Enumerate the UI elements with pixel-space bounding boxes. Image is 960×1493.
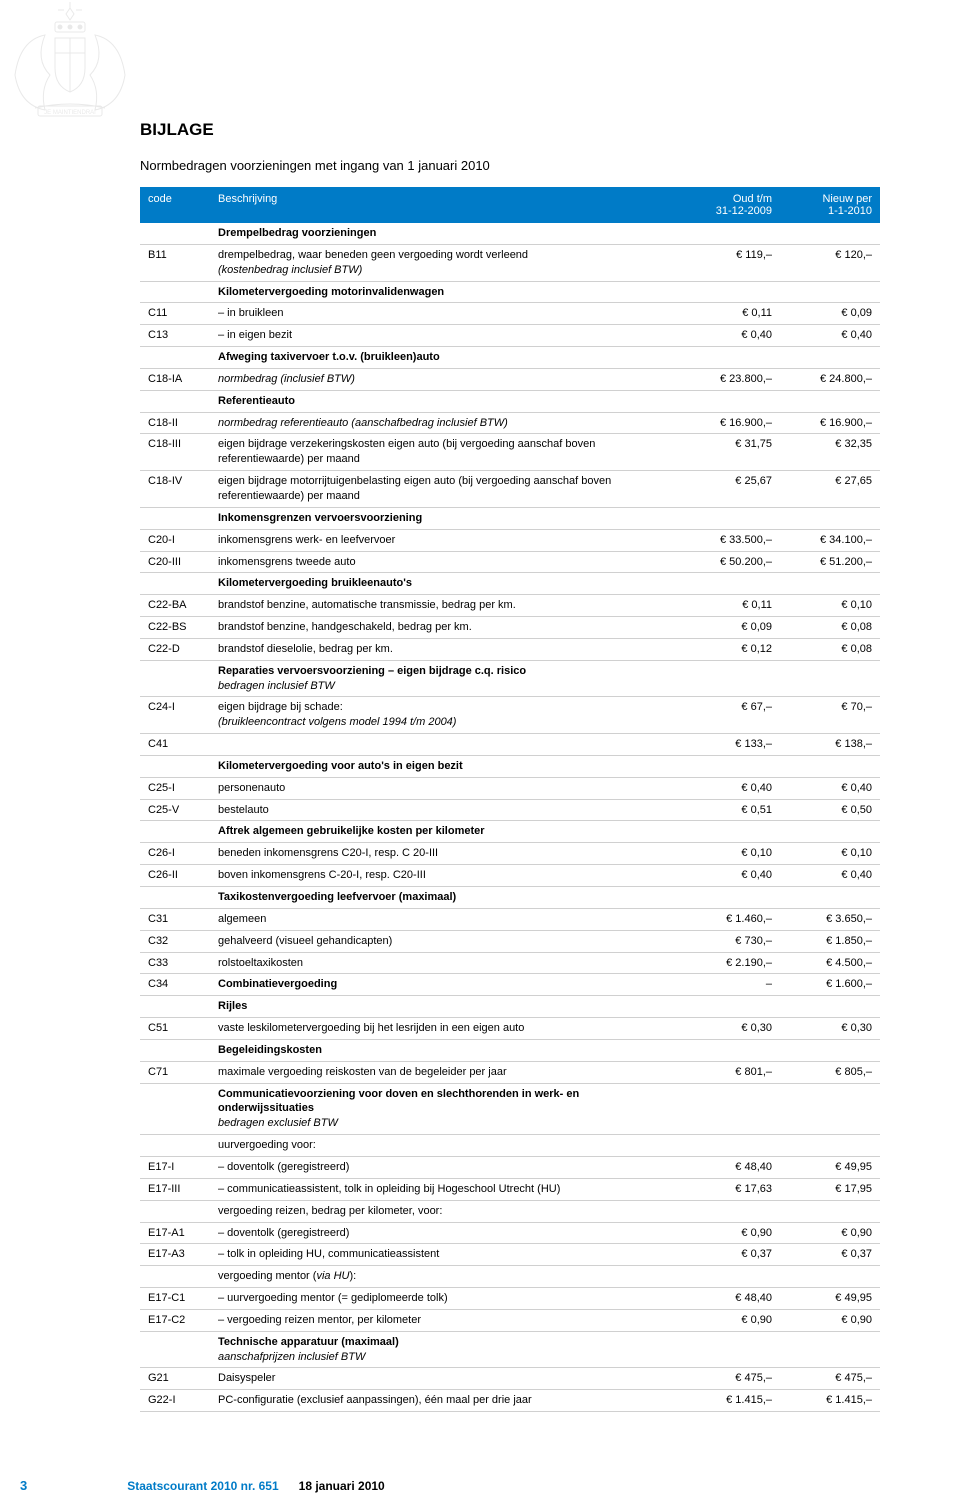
coat-of-arms-logo: JE MAINTIENDRAI	[0, 0, 140, 130]
table-row: C25-Ipersonenauto€ 0,40€ 0,40	[140, 777, 880, 799]
table-row: E17-C1– uurvergoeding mentor (= gediplom…	[140, 1288, 880, 1310]
table-row: Taxikostenvergoeding leefvervoer (maxima…	[140, 887, 880, 909]
page-subtitle: Normbedragen voorzieningen met ingang va…	[140, 158, 880, 173]
col-old: Oud t/m31-12-2009	[680, 187, 780, 223]
table-row: C13– in eigen bezit€ 0,40€ 0,40	[140, 325, 880, 347]
table-row: Drempelbedrag voorzieningen	[140, 223, 880, 244]
table-row: C33rolstoeltaxikosten€ 2.190,–€ 4.500,–	[140, 952, 880, 974]
table-row: Kilometervergoeding motorinvalidenwagen	[140, 281, 880, 303]
table-row: E17-III– communicatieassistent, tolk in …	[140, 1178, 880, 1200]
table-row: Begeleidingskosten	[140, 1039, 880, 1061]
table-row: G22-IPC-configuratie (exclusief aanpassi…	[140, 1390, 880, 1412]
table-row: C51vaste leskilometervergoeding bij het …	[140, 1018, 880, 1040]
table-row: E17-I– doventolk (geregistreerd)€ 48,40€…	[140, 1156, 880, 1178]
table-row: C31algemeen€ 1.460,–€ 3.650,–	[140, 908, 880, 930]
col-new: Nieuw per1-1-2010	[780, 187, 880, 223]
normbedragen-table: code Beschrijving Oud t/m31-12-2009 Nieu…	[140, 187, 880, 1412]
table-row: C22-BAbrandstof benzine, automatische tr…	[140, 595, 880, 617]
table-row: C71maximale vergoeding reiskosten van de…	[140, 1061, 880, 1083]
table-row: Rijles	[140, 996, 880, 1018]
table-row: C18-IInormbedrag referentieauto (aanscha…	[140, 412, 880, 434]
col-desc: Beschrijving	[210, 187, 680, 223]
table-row: B11drempelbedrag, waar beneden geen verg…	[140, 244, 880, 281]
table-row: Referentieauto	[140, 390, 880, 412]
table-row: C25-Vbestelauto€ 0,51€ 0,50	[140, 799, 880, 821]
table-row: Afweging taxivervoer t.o.v. (bruikleen)a…	[140, 347, 880, 369]
footer-date: 18 januari 2010	[299, 1479, 385, 1493]
table-row: Kilometervergoeding voor auto's in eigen…	[140, 755, 880, 777]
table-row: Reparaties vervoersvoorziening – eigen b…	[140, 660, 880, 697]
table-row: G21Daisyspeler€ 475,–€ 475,–	[140, 1368, 880, 1390]
table-row: E17-A1– doventolk (geregistreerd)€ 0,90€…	[140, 1222, 880, 1244]
table-row: Communicatievoorziening voor doven en sl…	[140, 1083, 880, 1135]
table-row: C20-Iinkomensgrens werk- en leefvervoer€…	[140, 529, 880, 551]
table-row: E17-A3– tolk in opleiding HU, communicat…	[140, 1244, 880, 1266]
table-row: uurvergoeding voor:	[140, 1135, 880, 1157]
table-row: C18-IAnormbedrag (inclusief BTW)€ 23.800…	[140, 368, 880, 390]
table-row: C24-Ieigen bijdrage bij schade:(bruiklee…	[140, 697, 880, 734]
table-row: E17-C2– vergoeding reizen mentor, per ki…	[140, 1309, 880, 1331]
table-row: C11– in bruikleen€ 0,11€ 0,09	[140, 303, 880, 325]
table-row: vergoeding reizen, bedrag per kilometer,…	[140, 1200, 880, 1222]
page-title: BIJLAGE	[140, 120, 880, 140]
table-row: C20-IIIinkomensgrens tweede auto€ 50.200…	[140, 551, 880, 573]
col-code: code	[140, 187, 210, 223]
table-row: Technische apparatuur (maximaal)aanschaf…	[140, 1331, 880, 1368]
table-row: C26-Ibeneden inkomensgrens C20-I, resp. …	[140, 843, 880, 865]
page-number: 3	[20, 1478, 27, 1493]
footer-publication: Staatscourant 2010 nr. 651	[127, 1479, 278, 1493]
table-row: Inkomensgrenzen vervoersvoorziening	[140, 507, 880, 529]
table-row: C34Combinatievergoeding–€ 1.600,–	[140, 974, 880, 996]
table-row: C32gehalveerd (visueel gehandicapten)€ 7…	[140, 930, 880, 952]
table-row: vergoeding mentor (via HU):	[140, 1266, 880, 1288]
table-row: C26-IIboven inkomensgrens C-20-I, resp. …	[140, 865, 880, 887]
table-row: C22-BSbrandstof benzine, handgeschakeld,…	[140, 617, 880, 639]
svg-text:JE MAINTIENDRAI: JE MAINTIENDRAI	[44, 110, 96, 116]
table-row: Kilometervergoeding bruikleenauto's	[140, 573, 880, 595]
table-row: C22-Dbrandstof dieselolie, bedrag per km…	[140, 638, 880, 660]
table-row: Aftrek algemeen gebruikelijke kosten per…	[140, 821, 880, 843]
table-row: C41€ 133,–€ 138,–	[140, 734, 880, 756]
table-row: C18-IVeigen bijdrage motorrijtuigenbelas…	[140, 471, 880, 508]
table-row: C18-IIIeigen bijdrage verzekeringskosten…	[140, 434, 880, 471]
